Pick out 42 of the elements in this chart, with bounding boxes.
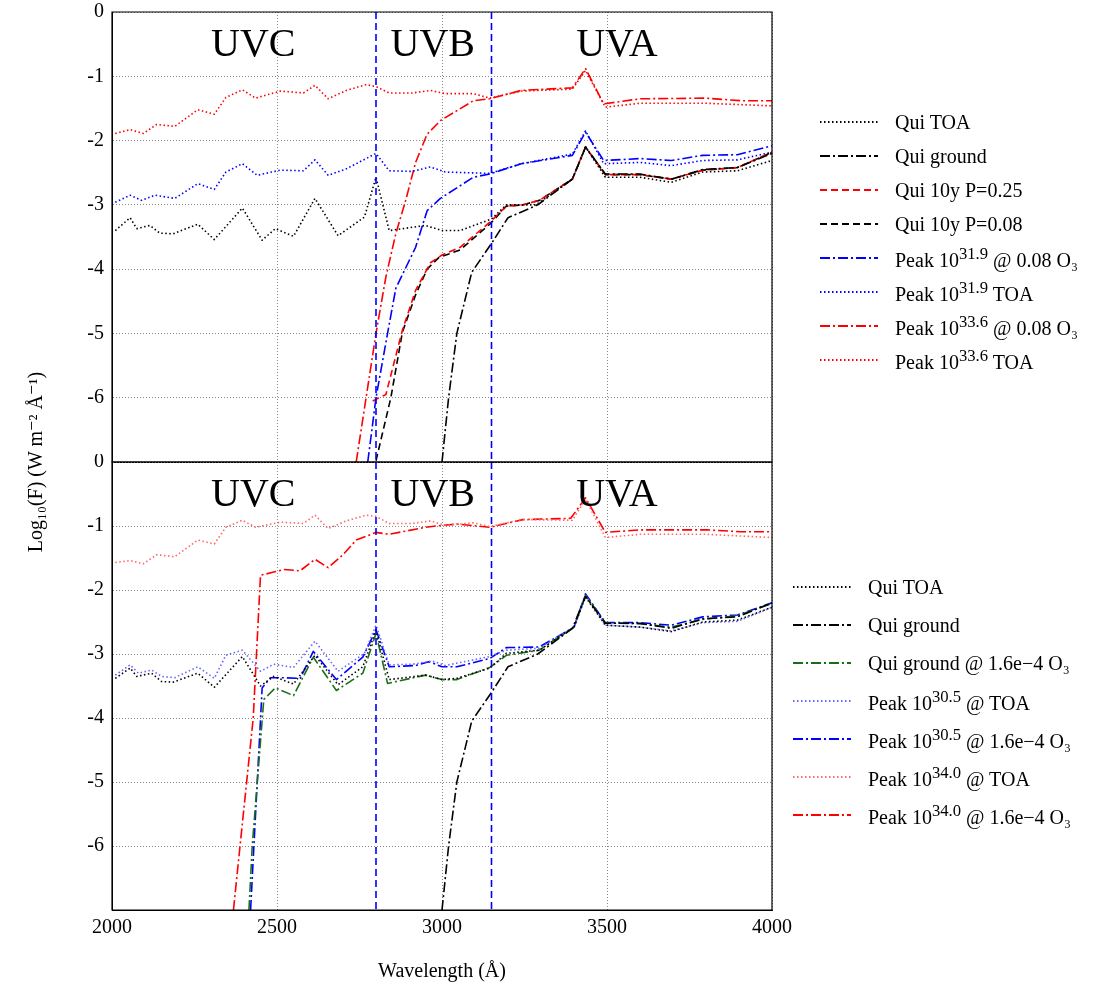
x-axis-title: Wavelength (Å) bbox=[378, 959, 506, 983]
x-tick-label: 2500 bbox=[257, 915, 297, 938]
y-tick-label: 0 bbox=[94, 449, 104, 472]
legend-label: Qui ground @ 1.6e−4 O₃ bbox=[868, 651, 1070, 675]
y-tick-label: -5 bbox=[87, 769, 104, 792]
annotation: UVC bbox=[211, 470, 296, 516]
y-tick-label: 0 bbox=[94, 0, 104, 22]
y-tick-label: -2 bbox=[87, 127, 104, 150]
legend-label: Qui 10y P=0.08 bbox=[895, 212, 1023, 236]
legend-label: Peak 10$^{31.9}$ TOA bbox=[895, 278, 1034, 306]
legend-label: Qui TOA bbox=[895, 110, 971, 134]
x-tick-label: 3500 bbox=[587, 915, 627, 938]
x-tick-label: 2000 bbox=[92, 915, 132, 938]
y-tick-label: -6 bbox=[87, 833, 104, 856]
legend-label: Qui ground bbox=[895, 144, 987, 168]
y-tick-label: -3 bbox=[87, 192, 104, 215]
x-tick-label: 3000 bbox=[422, 915, 462, 938]
legend-label: Qui TOA bbox=[868, 575, 944, 599]
annotation: UVB bbox=[390, 470, 475, 516]
y-tick-label: -4 bbox=[87, 256, 104, 279]
annotation: UVA bbox=[576, 20, 658, 66]
y-tick-label: -5 bbox=[87, 320, 104, 343]
y-axis-title: Log₁₀(F) (W m⁻² Å⁻¹) bbox=[23, 371, 47, 553]
y-tick-label: -4 bbox=[87, 705, 104, 728]
legend-label: Peak 10$^{30.5}$ @ 1.6e−4 O₃ bbox=[868, 725, 1072, 753]
y-tick-label: -1 bbox=[87, 513, 104, 536]
annotation: UVC bbox=[211, 20, 296, 66]
y-tick-label: -3 bbox=[87, 641, 104, 664]
annotation: UVA bbox=[576, 470, 658, 516]
legend-label: Peak 10$^{30.5}$ @ TOA bbox=[868, 687, 1030, 715]
x-tick-label: 4000 bbox=[752, 915, 792, 938]
legend-label: Qui ground bbox=[868, 613, 960, 637]
legend-label: Peak 10$^{31.9}$ @ 0.08 O₃ bbox=[895, 244, 1078, 272]
y-tick-label: -1 bbox=[87, 63, 104, 86]
y-tick-label: -2 bbox=[87, 577, 104, 600]
legend-label: Peak 10$^{34.0}$ @ TOA bbox=[868, 763, 1030, 791]
legend-label: Peak 10$^{33.6}$ @ 0.08 O₃ bbox=[895, 312, 1078, 340]
legend-label: Qui 10y P=0.25 bbox=[895, 178, 1023, 202]
annotation: UVB bbox=[390, 20, 475, 66]
legend-label: Peak 10$^{34.0}$ @ 1.6e−4 O₃ bbox=[868, 801, 1072, 829]
legend-label: Peak 10$^{33.6}$ TOA bbox=[895, 346, 1034, 374]
y-tick-label: -6 bbox=[87, 384, 104, 407]
